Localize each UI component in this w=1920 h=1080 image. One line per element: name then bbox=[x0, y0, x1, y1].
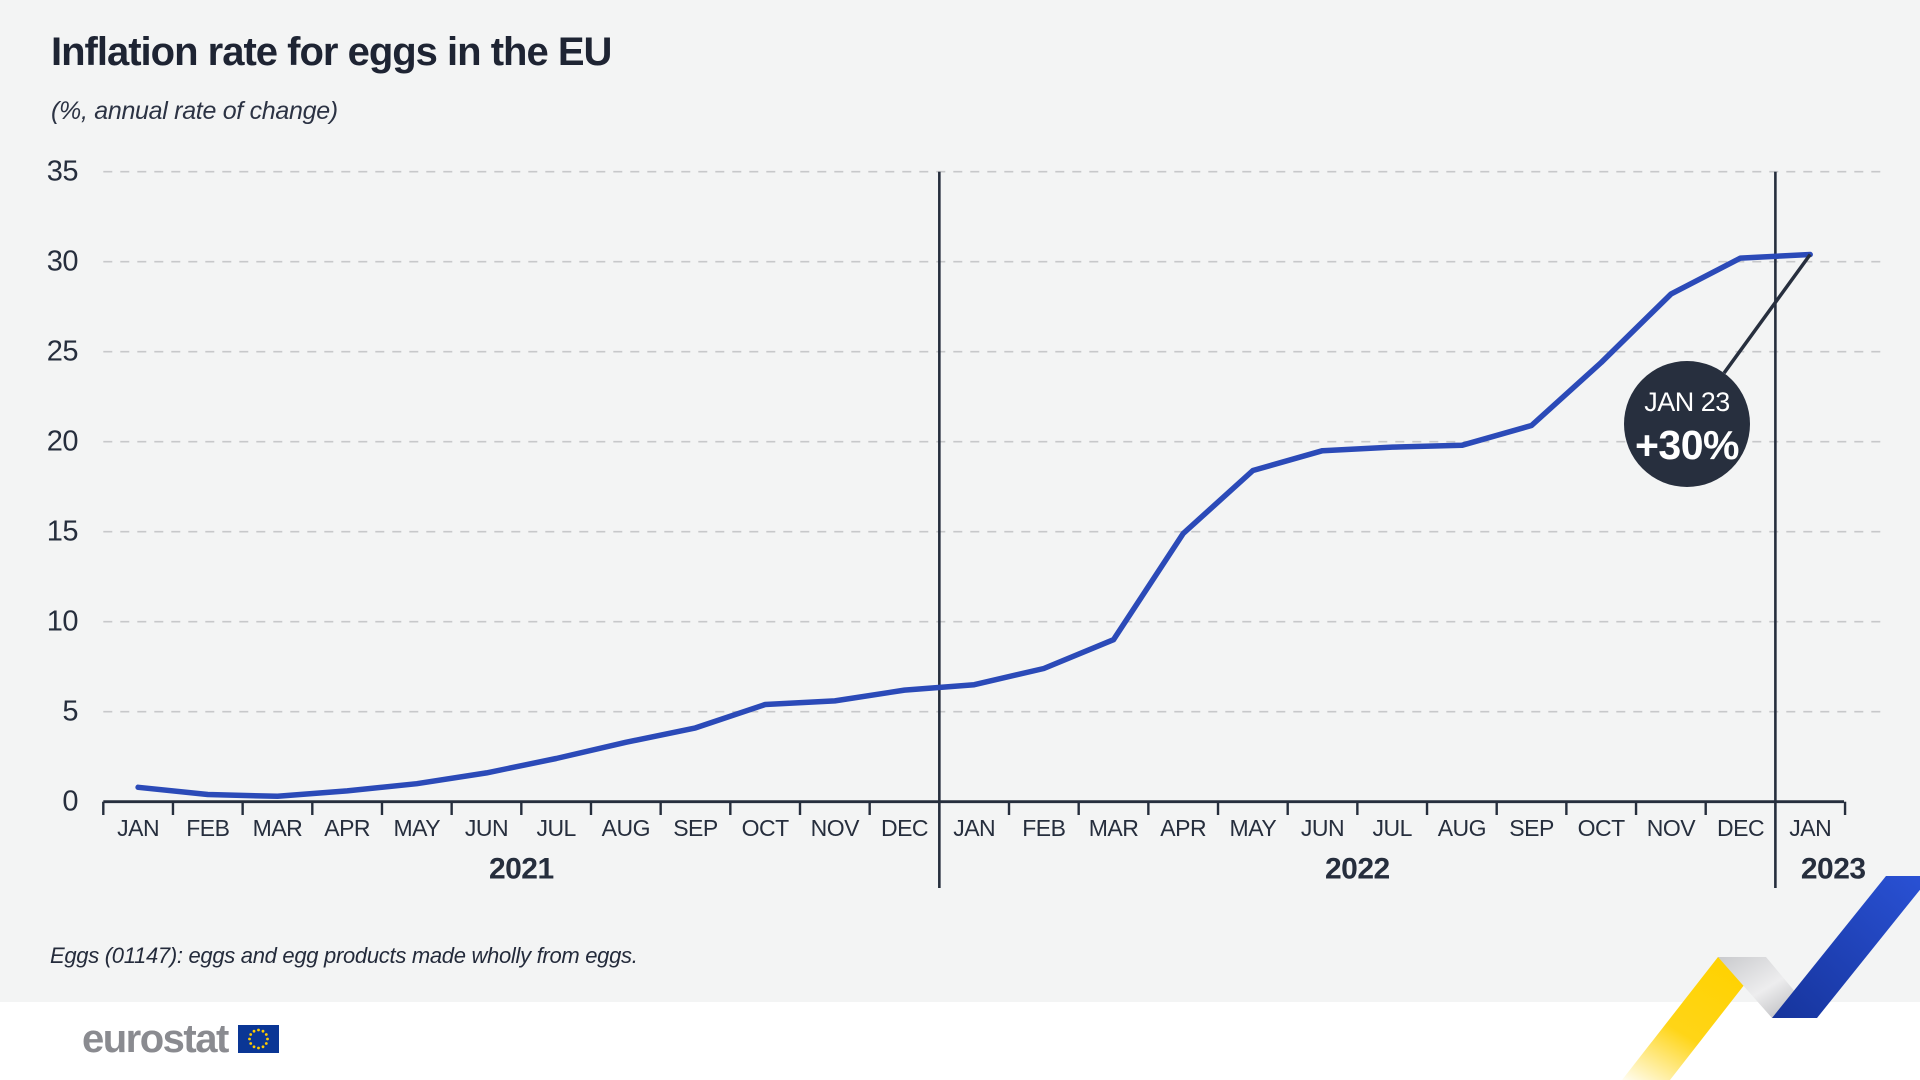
x-tick-label: APR bbox=[1160, 815, 1206, 841]
x-tick-label: SEP bbox=[673, 815, 718, 841]
flag-star bbox=[264, 1042, 268, 1045]
flag-star bbox=[256, 1046, 260, 1050]
x-tick-label: NOV bbox=[811, 815, 861, 841]
x-tick-label: JUN bbox=[1301, 815, 1344, 841]
x-tick-label: NOV bbox=[1647, 815, 1697, 841]
x-tick-label: MAY bbox=[1230, 815, 1277, 841]
flag-star bbox=[261, 1029, 265, 1033]
y-tick-label: 5 bbox=[62, 696, 78, 728]
x-tick-label: MAR bbox=[1089, 815, 1139, 841]
x-tick-label: JUL bbox=[536, 815, 576, 841]
data-line bbox=[135, 251, 1813, 800]
footnote: Eggs (01147): eggs and egg products made… bbox=[50, 943, 638, 968]
flag-star bbox=[264, 1033, 268, 1036]
annotation-bubble bbox=[1624, 361, 1750, 487]
y-tick-label: 30 bbox=[47, 246, 78, 278]
x-tick-label: JAN bbox=[117, 815, 159, 841]
x-tick-label: AUG bbox=[602, 815, 650, 841]
y-tick-label: 15 bbox=[47, 516, 78, 548]
bottom-band bbox=[0, 1002, 1920, 1080]
chart-subtitle: (%, annual rate of change) bbox=[51, 97, 338, 125]
y-tick-label: 0 bbox=[62, 786, 78, 818]
annotation-value: +30% bbox=[1635, 422, 1739, 468]
y-tick-label: 20 bbox=[47, 426, 78, 458]
x-tick-label: DEC bbox=[1717, 815, 1764, 841]
flag-star bbox=[247, 1037, 251, 1041]
x-tick-label: OCT bbox=[1578, 815, 1626, 841]
year-label: 2021 bbox=[489, 853, 554, 886]
annotation-pointer-line bbox=[1722, 253, 1812, 375]
flag-star bbox=[252, 1045, 256, 1049]
flag-star bbox=[249, 1042, 252, 1045]
flag-star bbox=[256, 1028, 260, 1032]
eu-flag-icon bbox=[237, 1025, 279, 1053]
x-tick-label: JUN bbox=[465, 815, 508, 841]
year-label: 2023 bbox=[1801, 853, 1866, 886]
x-tick-label: FEB bbox=[1022, 815, 1065, 841]
x-tick-label: MAY bbox=[393, 815, 440, 841]
x-tick-label: FEB bbox=[186, 815, 229, 841]
annotation-label: JAN 23 bbox=[1644, 387, 1730, 417]
x-tick-label: JAN bbox=[953, 815, 995, 841]
x-tick-label: DEC bbox=[881, 815, 928, 841]
y-tick-label: 10 bbox=[47, 606, 78, 638]
eurostat-logo: eurostat bbox=[82, 1016, 279, 1062]
flag-star bbox=[261, 1045, 265, 1049]
y-tick-label: 25 bbox=[47, 336, 78, 368]
y-tick-label: 35 bbox=[47, 156, 78, 188]
x-tick-label: JUL bbox=[1372, 815, 1412, 841]
x-tick-label: JAN bbox=[1789, 815, 1831, 841]
flag-star bbox=[265, 1037, 269, 1041]
x-tick-label: SEP bbox=[1509, 815, 1554, 841]
x-tick-label: APR bbox=[324, 815, 370, 841]
x-tick-label: OCT bbox=[742, 815, 790, 841]
year-label: 2022 bbox=[1325, 853, 1390, 886]
flag-star bbox=[249, 1033, 252, 1036]
eurostat-logo-text: eurostat bbox=[82, 1016, 229, 1061]
x-tick-label: MAR bbox=[253, 815, 303, 841]
x-tick-label: AUG bbox=[1438, 815, 1486, 841]
chart-title: Inflation rate for eggs in the EU bbox=[51, 30, 612, 74]
flag-star bbox=[252, 1029, 256, 1033]
